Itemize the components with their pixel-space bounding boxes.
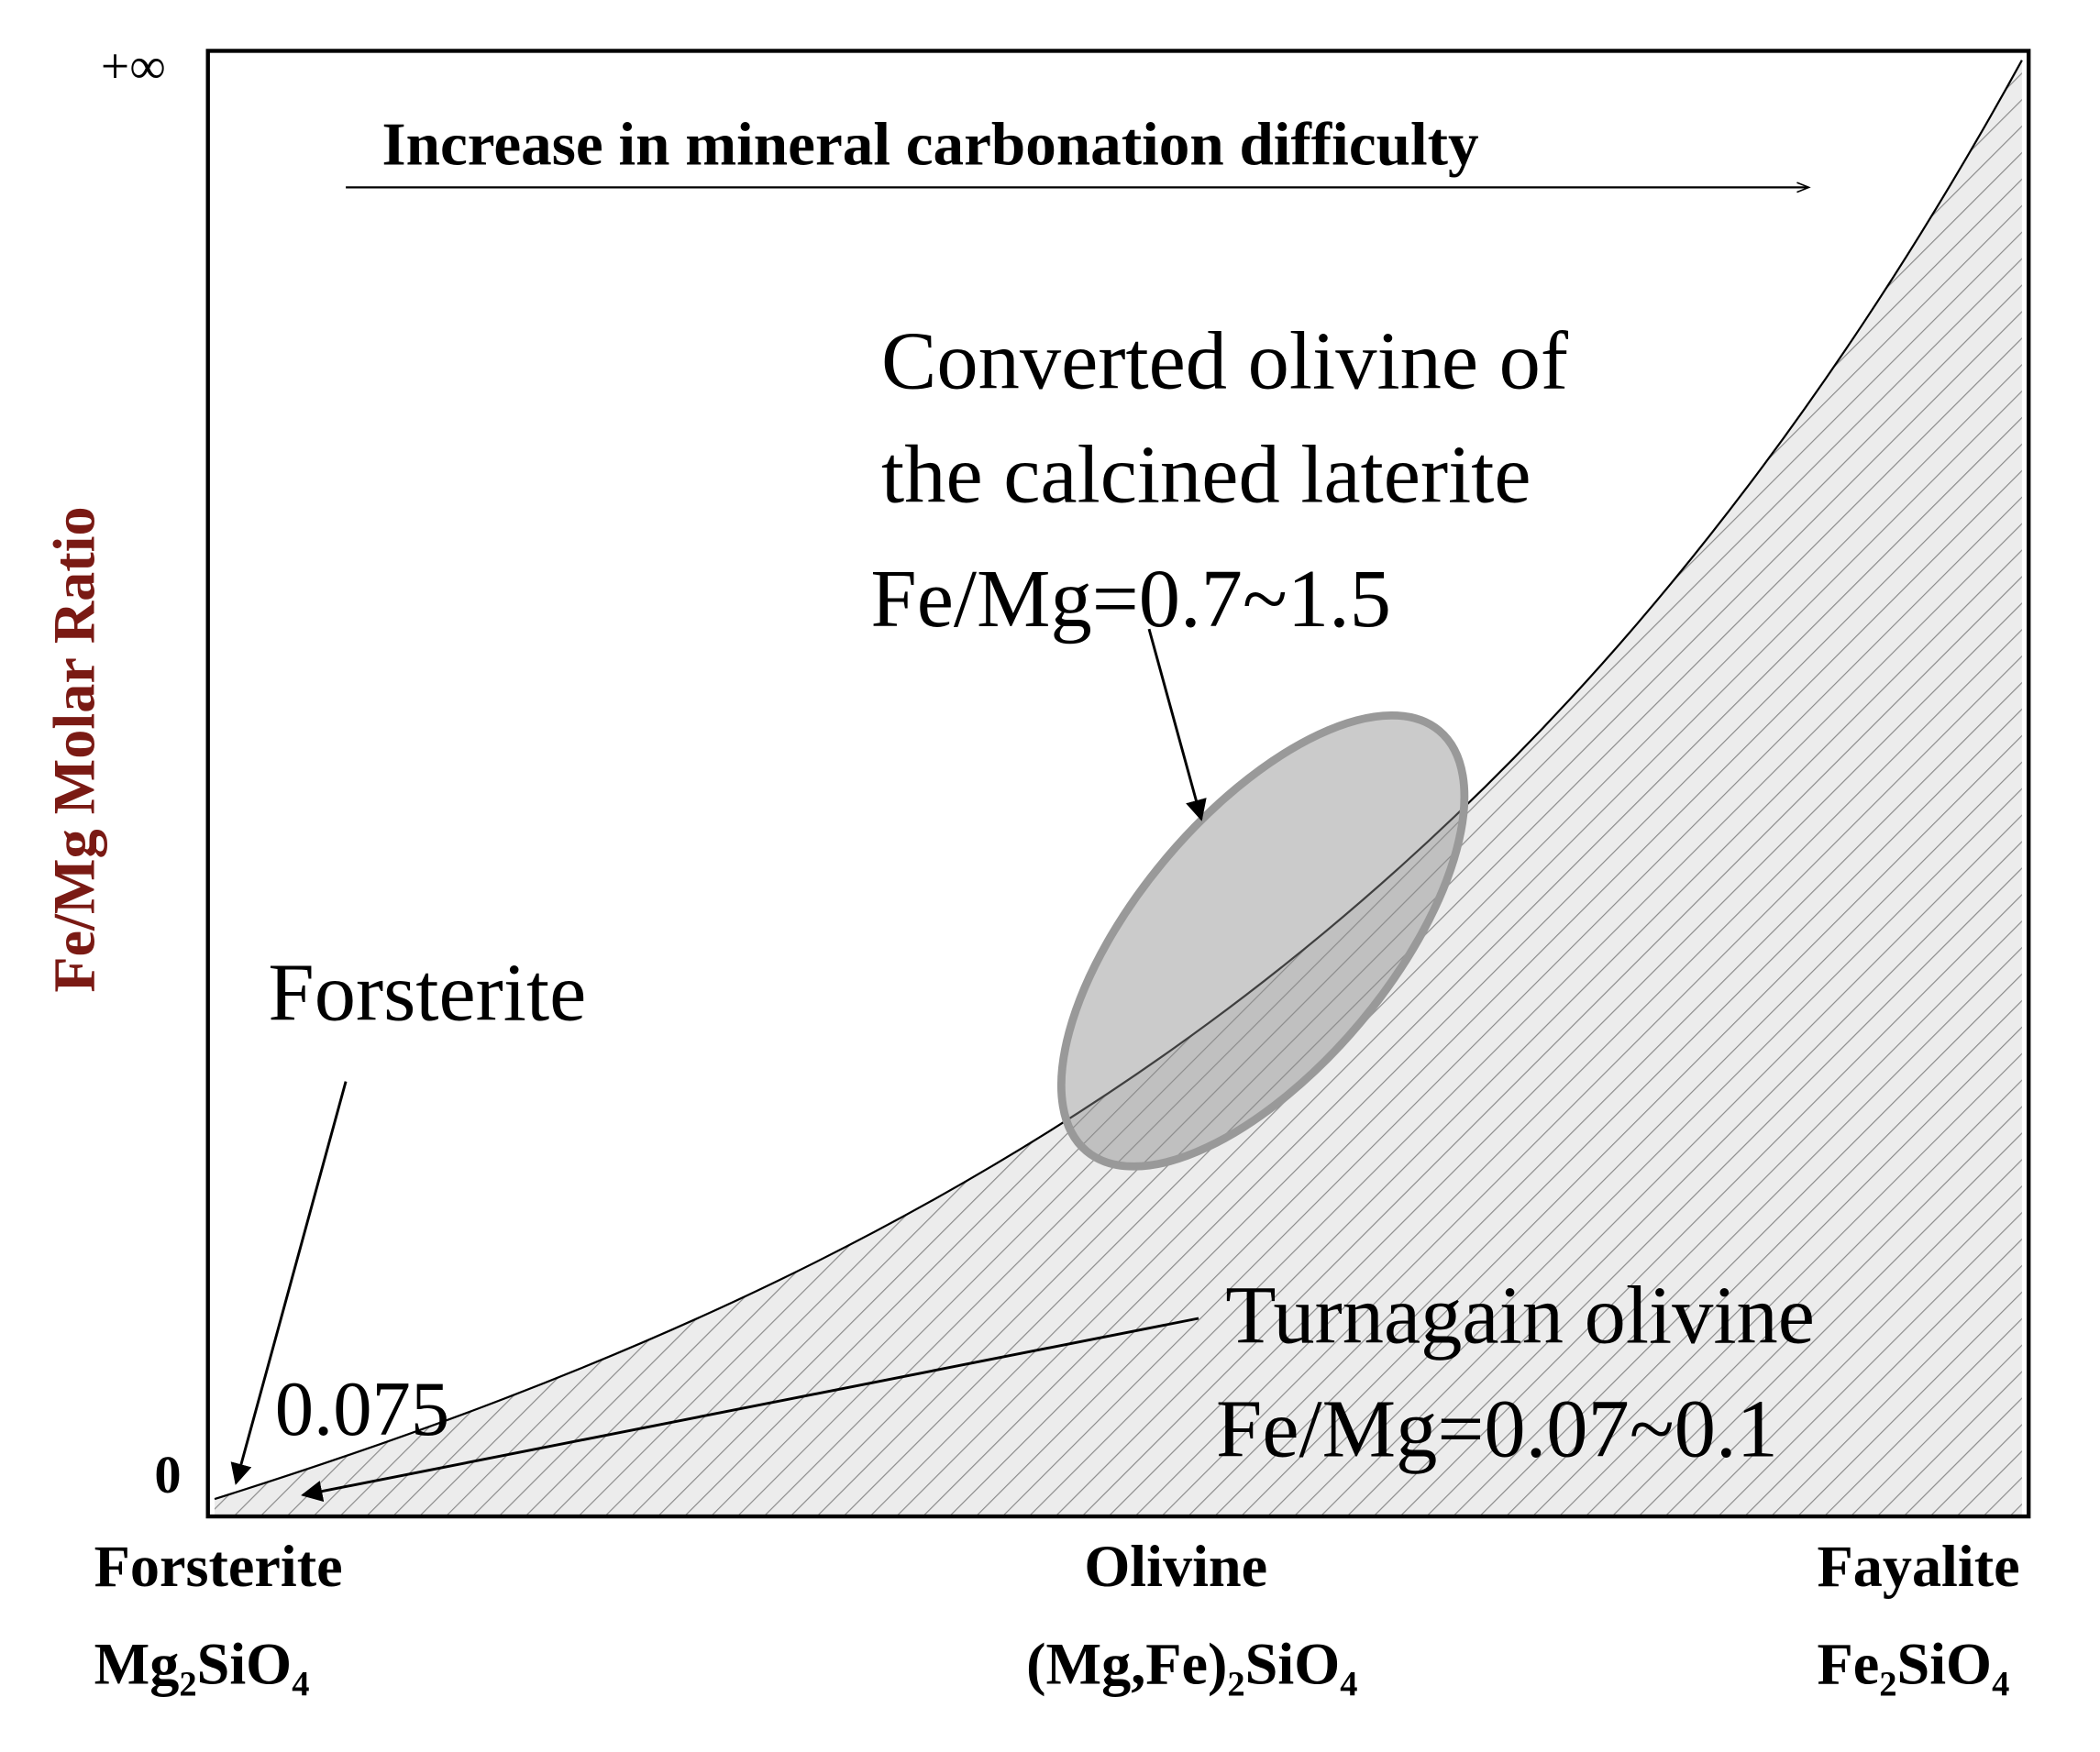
x-formula: Fe₂SiO₄	[1818, 1632, 2010, 1697]
x-formula: Mg₂SiO₄	[94, 1632, 310, 1697]
x-formula: (Mg,Fe)₂SiO₄	[1026, 1632, 1357, 1697]
annotation: Fe/Mg=0.07~0.1	[1216, 1382, 1778, 1474]
y-top-label: +∞	[101, 39, 166, 94]
annotation: Fe/Mg=0.7~1.5	[870, 552, 1391, 645]
annotation: 0.075	[275, 1367, 449, 1452]
x-label: Olivine	[1084, 1534, 1267, 1599]
arrow	[301, 1317, 1199, 1503]
annotation: Forsterite	[268, 945, 586, 1038]
y-axis-label: Fe/Mg Molar Ratio	[42, 506, 107, 992]
y-bottom-label: 0	[154, 1445, 181, 1504]
annotation: the calcined laterite	[881, 427, 1531, 520]
arrow	[230, 1081, 348, 1485]
hatched-region	[215, 60, 2022, 1517]
trend-label: Increase in mineral carbonation difficul…	[382, 110, 1479, 179]
curve	[214, 60, 2023, 1501]
arrow	[1147, 628, 1207, 821]
annotation: Turnagain olivine	[1225, 1268, 1815, 1361]
x-label: Forsterite	[94, 1534, 343, 1599]
plot-frame	[205, 49, 2031, 1519]
x-label: Fayalite	[1818, 1534, 2020, 1599]
ellipse-region	[1056, 711, 1469, 1171]
annotation: Converted olivine of	[881, 314, 1569, 406]
